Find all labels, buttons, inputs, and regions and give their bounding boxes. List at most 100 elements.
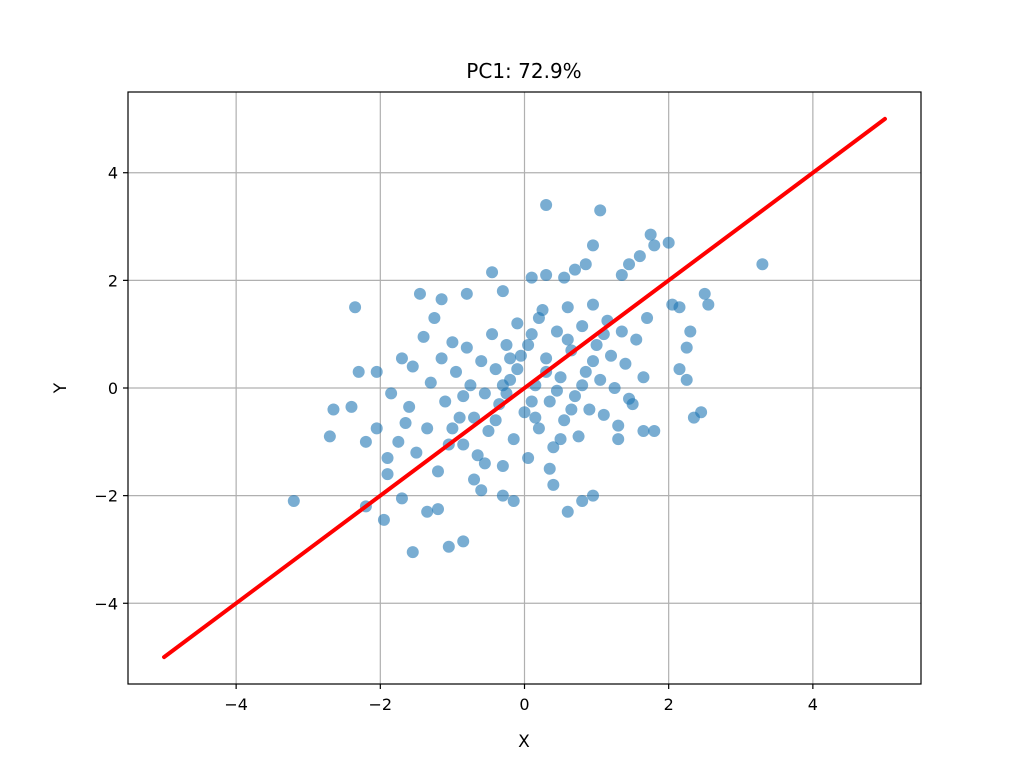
scatter-point — [450, 365, 463, 378]
scatter-point — [370, 422, 383, 435]
scatter-point — [511, 363, 524, 376]
scatter-point — [547, 441, 560, 454]
scatter-point — [561, 333, 574, 346]
scatter-point — [381, 451, 394, 464]
scatter-point — [633, 250, 646, 263]
scatter-point — [565, 403, 578, 416]
scatter-point — [612, 419, 625, 432]
scatter-point — [442, 540, 455, 553]
scatter-point — [500, 338, 513, 351]
scatter-point — [417, 330, 430, 343]
scatter-point — [687, 411, 700, 424]
scatter-point — [586, 298, 599, 311]
x-tick-label-2: 0 — [519, 695, 529, 714]
scatter-point — [615, 268, 628, 281]
scatter-point — [579, 365, 592, 378]
scatter-point — [543, 462, 556, 475]
scatter-point — [464, 379, 477, 392]
scatter-point — [349, 301, 362, 314]
scatter-point — [702, 298, 715, 311]
scatter-point — [345, 400, 358, 413]
scatter-point — [482, 425, 495, 438]
scatter-point — [403, 400, 416, 413]
y-tick-label-3: 2 — [108, 271, 118, 290]
scatter-point — [468, 411, 481, 424]
y-tick-label-2: 0 — [108, 379, 118, 398]
scatter-point — [392, 435, 405, 448]
principal-component-line-layer — [162, 116, 887, 660]
scatter-point — [496, 285, 509, 298]
scatter-point — [507, 495, 520, 508]
scatter-point — [486, 266, 499, 279]
y-tick-label-0: −4 — [94, 594, 118, 613]
scatter-point — [511, 317, 524, 330]
scatter-point — [572, 430, 585, 443]
scatter-point — [540, 268, 553, 281]
scatter-point — [413, 287, 426, 300]
scatter-point — [514, 349, 527, 362]
y-tick-label-1: −2 — [94, 487, 118, 506]
scatter-point — [630, 333, 643, 346]
scatter-point — [431, 465, 444, 478]
scatter-point — [637, 425, 650, 438]
scatter-point — [605, 349, 618, 362]
scatter-point — [532, 422, 545, 435]
scatter-point — [496, 379, 509, 392]
scatter-point — [468, 473, 481, 486]
scatter-point — [287, 495, 300, 508]
scatter-point — [568, 263, 581, 276]
scatter-point — [547, 478, 560, 491]
scatter-point — [590, 338, 603, 351]
scatter-point — [457, 390, 470, 403]
scatter-point — [460, 287, 473, 300]
scatter-point — [561, 505, 574, 518]
scatter-point — [532, 312, 545, 325]
scatter-point — [561, 301, 574, 314]
scatter-point — [576, 379, 589, 392]
scatter-point — [385, 387, 398, 400]
scatter-point — [550, 384, 563, 397]
scatter-point — [475, 355, 488, 368]
scatter-point — [554, 371, 567, 384]
scatter-point — [543, 395, 556, 408]
scatter-point — [496, 460, 509, 473]
x-tick-label-4: 4 — [808, 695, 818, 714]
scatter-point — [323, 430, 336, 443]
scatter-point — [478, 387, 491, 400]
scatter-point — [446, 336, 459, 349]
scatter-point — [525, 395, 538, 408]
scatter-point — [486, 328, 499, 341]
scatter-point — [568, 390, 581, 403]
scatter-point — [457, 535, 470, 548]
scatter-point — [594, 204, 607, 217]
scatter-point — [550, 325, 563, 338]
axis-ticks: −4 −2 0 2 4 −4 −2 0 2 4 — [94, 164, 818, 714]
scatter-point — [478, 457, 491, 470]
scatter-point — [597, 408, 610, 421]
scatter-point — [680, 341, 693, 354]
scatter-point — [489, 414, 502, 427]
scatter-point — [421, 505, 434, 518]
scatter-point — [641, 312, 654, 325]
scatter-point — [399, 416, 412, 429]
scatter-point — [623, 392, 636, 405]
scatter-point — [586, 355, 599, 368]
scatter-point — [529, 411, 542, 424]
scatter-point — [471, 449, 484, 462]
scatter-point — [525, 271, 538, 284]
scatter-point — [327, 403, 340, 416]
scatter-point — [612, 433, 625, 446]
scatter-point — [352, 365, 365, 378]
scatter-point — [554, 433, 567, 446]
scatter-point — [576, 320, 589, 333]
scatter-point — [615, 325, 628, 338]
scatter-point — [623, 258, 636, 271]
scatter-point — [594, 373, 607, 386]
scatter-point — [698, 287, 711, 300]
scatter-point — [583, 403, 596, 416]
scatter-point — [453, 411, 466, 424]
data-points — [287, 199, 769, 559]
scatter-point — [359, 435, 372, 448]
scatter-point — [439, 395, 452, 408]
